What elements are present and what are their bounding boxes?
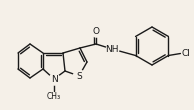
Text: S: S [76, 72, 82, 81]
Text: NH: NH [105, 45, 119, 53]
Text: Cl: Cl [181, 49, 190, 58]
Text: CH₃: CH₃ [47, 92, 61, 101]
Text: O: O [93, 27, 100, 36]
Text: N: N [51, 74, 57, 83]
